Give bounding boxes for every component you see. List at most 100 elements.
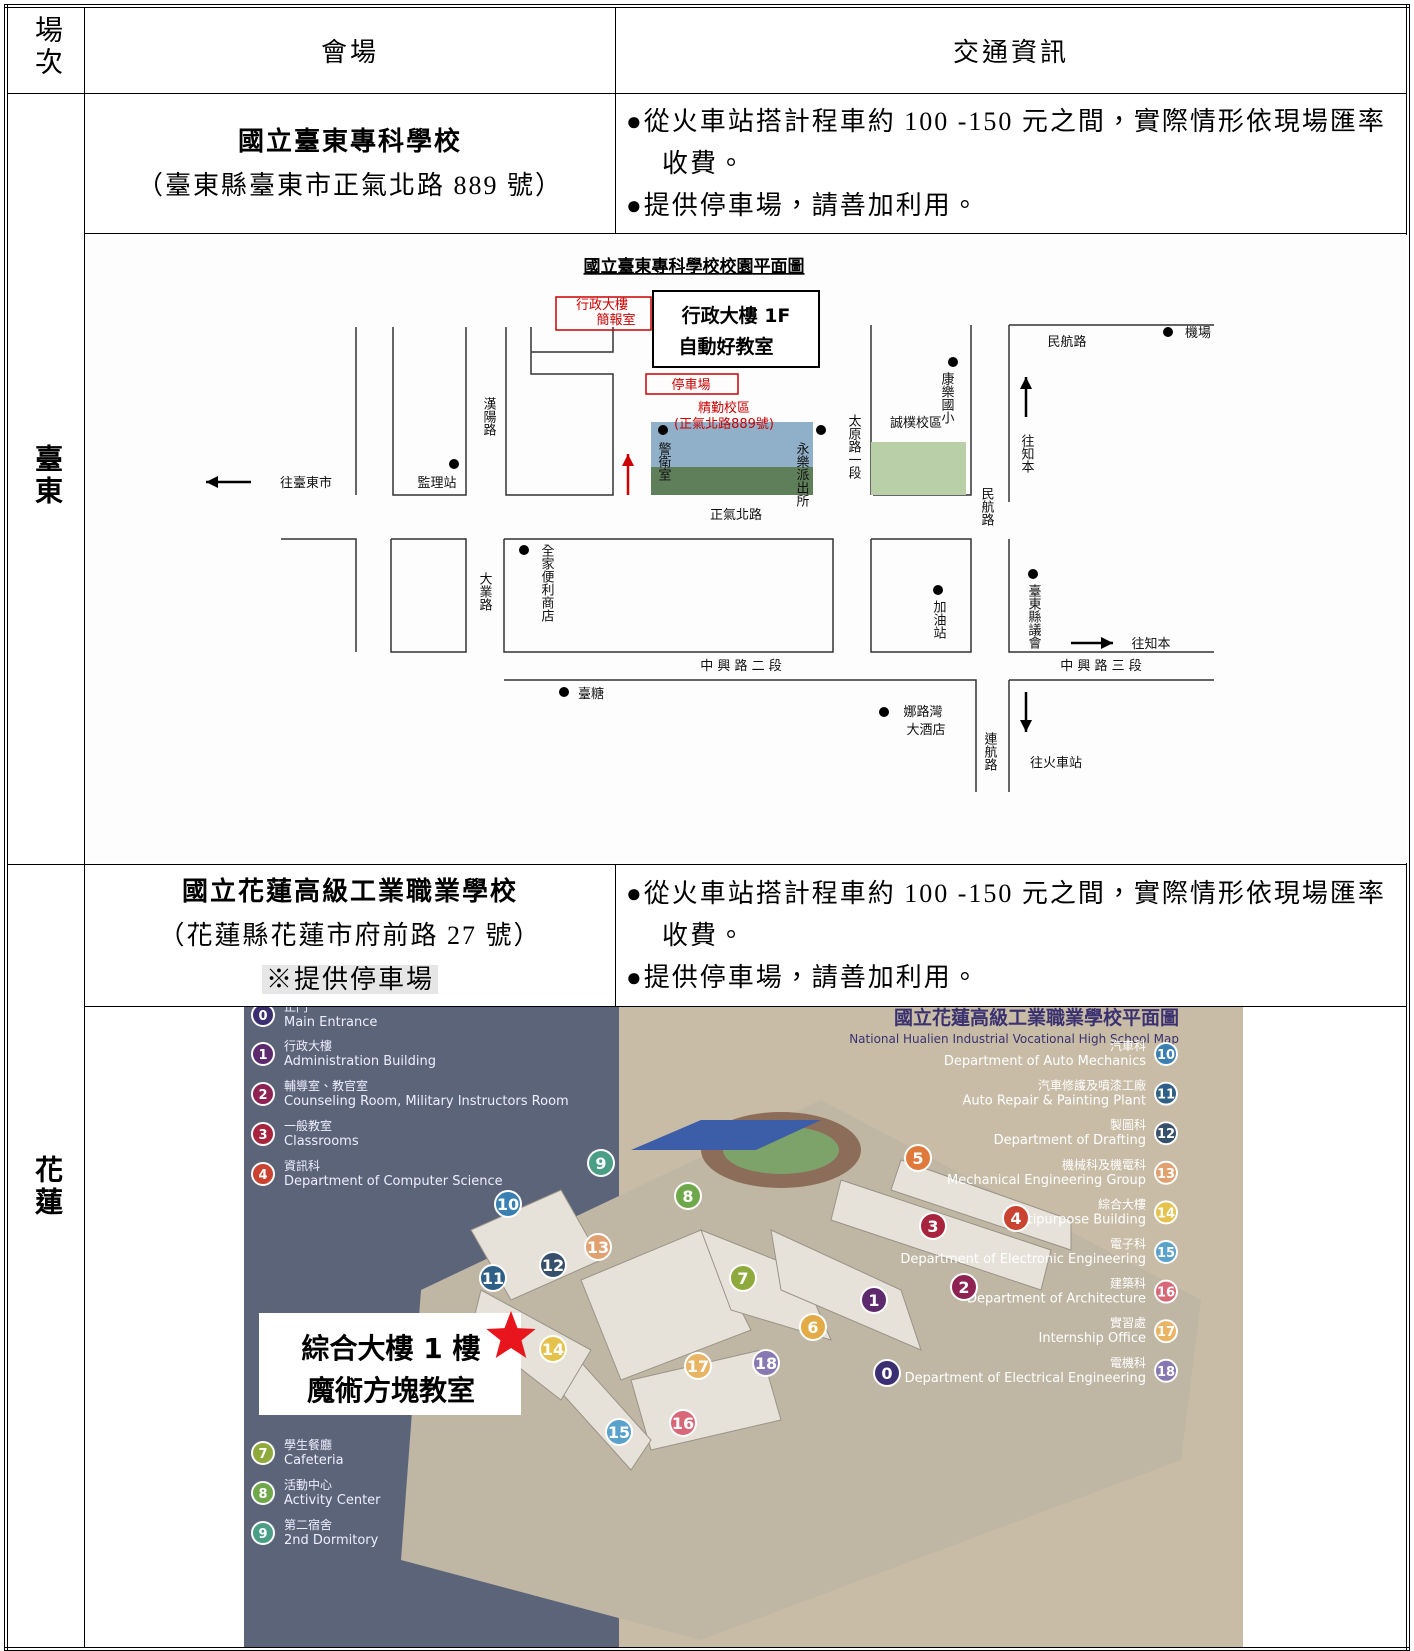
legend-number: 12 [1157, 1127, 1175, 1142]
callout-box [652, 290, 820, 368]
legend-number: 4 [258, 1168, 267, 1183]
region-cell: 花蓮 [5, 864, 85, 1650]
star [486, 1311, 536, 1358]
venue-note: ※提供停車場 [261, 964, 438, 994]
map-label: 精勤校區 [698, 400, 750, 416]
map-label: 往知本 [1131, 636, 1170, 652]
venue-name: 國立花蓮高級工業職業學校 [181, 876, 518, 906]
map-marker [752, 1349, 780, 1377]
legend-badge [251, 1042, 275, 1066]
map-marker [729, 1264, 757, 1292]
map-marker-number: 1 [868, 1291, 879, 1310]
road-line [531, 327, 614, 353]
arrow-head [1101, 637, 1113, 649]
map-label: 行政大樓 [576, 298, 628, 313]
map-label: 正氣北路 [710, 507, 762, 523]
legend-zh: 電子科 [1110, 1237, 1146, 1251]
map-marker [587, 1149, 615, 1177]
map-marker-number: 3 [927, 1217, 938, 1236]
venue-name: 國立臺東專科學校 [237, 126, 462, 156]
legend-badge [251, 1007, 275, 1027]
map-marker [539, 1251, 567, 1279]
legend-number: 13 [1157, 1167, 1175, 1182]
map-label: 全家便利商店 [539, 544, 555, 622]
legend-en: Department of Electrical Engineering [905, 1371, 1146, 1386]
map-title: 國立臺東專科學校校園平面圖 [584, 256, 805, 277]
map-label: 臺糖 [578, 686, 604, 702]
transport-item: ●提供停車場，請善加利用。 [626, 962, 980, 992]
venue-address: （臺東縣臺東市正氣北路 889 號） [136, 170, 563, 200]
map-title: 國立花蓮高級工業職業學校平面圖 [894, 1007, 1179, 1029]
map-marker [539, 1335, 567, 1363]
legend-en: Cafeteria [284, 1453, 344, 1468]
legend-en: Department of Auto Mechanics [944, 1054, 1146, 1069]
map-label: 誠樸校區 [890, 415, 942, 431]
map-marker-number: 18 [755, 1354, 777, 1373]
legend-badge [251, 1521, 275, 1545]
legend-badge [1154, 1160, 1178, 1185]
map-label: 機場 [1185, 326, 1211, 341]
map-label: 連航路 [982, 732, 998, 771]
region: 臺東 [31, 443, 62, 508]
map-marker-number: 15 [608, 1423, 630, 1442]
map-label: 娜路灣 [903, 704, 942, 720]
landmark-dot [879, 707, 889, 717]
landmark-dot [449, 459, 459, 469]
map-marker [904, 1144, 932, 1172]
map-label: 往臺東市 [280, 475, 332, 491]
map-marker [584, 1233, 612, 1261]
header-transport: 交通資訊 [615, 5, 1409, 94]
callout-text: 自動好教室 [678, 335, 773, 358]
campus-photo [871, 442, 966, 495]
map-marker-number: 13 [587, 1238, 609, 1257]
map-label: 往火車站 [1030, 756, 1082, 771]
map-label: 民航路 [979, 487, 995, 526]
map-cell: 國立臺東專科學校校園平面圖 行政大樓 1F 自動好教室 行政大樓 簡報室 停車場 精勤校區(… [84, 233, 1409, 865]
map-marker-number: 4 [1010, 1209, 1021, 1228]
transport-item: ●從火車站搭計程車約 100 -150 元之間，實際情形依現場匯率收費。 [626, 878, 1386, 950]
venue-address: （花蓮縣花蓮市府前路 27 號） [158, 920, 542, 950]
header-session-text: 場次 [31, 15, 62, 79]
admin-box [555, 296, 652, 331]
map-marker [669, 1409, 697, 1437]
map-label: 永樂派出所 [794, 442, 810, 507]
map-label: 太原路一段 [846, 414, 862, 479]
road-line [505, 327, 614, 496]
legend-en: Activity Center [284, 1493, 381, 1508]
map-label: 中 興 路 三 段 [1060, 658, 1142, 674]
callout-text: 綜合大樓 1 樓 [302, 1332, 481, 1365]
map-label: 停車場 [671, 377, 710, 393]
landmark-dot [948, 357, 958, 367]
map-marker-number: 17 [687, 1357, 709, 1376]
legend-badge [1154, 1081, 1178, 1106]
map-marker [919, 1212, 947, 1240]
parking-box [645, 373, 739, 395]
campus-photo-ground [651, 467, 813, 495]
map-marker [950, 1273, 978, 1301]
map-label: 中 興 路 二 段 [700, 658, 782, 674]
landmark-dot [559, 687, 569, 697]
map-marker [674, 1182, 702, 1210]
legend-zh: 機械科及機電科 [1062, 1157, 1146, 1172]
legend-en: Classrooms [284, 1134, 359, 1149]
building [770, 1229, 922, 1351]
road-line [504, 679, 977, 792]
building [700, 1229, 832, 1341]
transport-item: ●提供停車場，請善加利用。 [626, 190, 980, 220]
map-marker-number: 5 [912, 1149, 923, 1168]
legend-zh: 汽車修護及噴漆工廠 [1038, 1078, 1146, 1093]
map-subtitle: National Hualien Industrial Vocational H… [849, 1032, 1179, 1046]
legend-zh: 電機科 [1110, 1355, 1146, 1370]
map-marker [873, 1359, 901, 1387]
map-marker-number: 11 [482, 1269, 504, 1288]
map-label: 大業路 [477, 572, 493, 611]
map-marker-number: 10 [497, 1195, 519, 1214]
map-label: 康樂國小 [939, 371, 955, 425]
callout-text: 行政大樓 1F [681, 304, 791, 327]
legend-badge [1154, 1042, 1178, 1066]
map-marker-number: 2 [958, 1278, 969, 1297]
region: 花蓮 [31, 1155, 62, 1219]
legend-zh: 汽車科 [1110, 1038, 1146, 1053]
transport-cell: ●從火車站搭計程車約 100 -150 元之間，實際情形依現場匯率收費。 ●提供停… [615, 93, 1409, 234]
legend-zh: 綜合大樓 [1098, 1196, 1146, 1211]
